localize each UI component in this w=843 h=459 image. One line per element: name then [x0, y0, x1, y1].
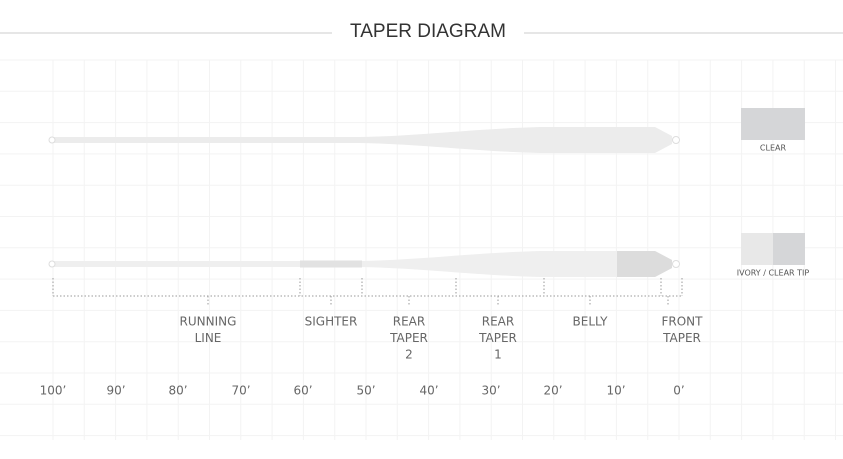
scale-label: 40’	[419, 384, 438, 398]
swatch-label: CLEAR	[760, 144, 787, 153]
section-label: TAPER	[662, 331, 701, 345]
scale-label: 50’	[356, 384, 375, 398]
scale-label: 60’	[293, 384, 312, 398]
section-label: REAR	[393, 315, 425, 329]
scale-label: 10’	[606, 384, 625, 398]
clear-swatch	[741, 108, 805, 140]
section-bracket	[52, 278, 683, 306]
scale-label: 0’	[673, 384, 684, 398]
section-label: 2	[405, 348, 413, 362]
section-label: FRONT	[662, 315, 704, 329]
grid	[0, 59, 843, 440]
section-label: 1	[494, 348, 502, 362]
section-label: BELLY	[573, 315, 609, 329]
swatch-label: IVORY / CLEAR TIP	[737, 269, 810, 278]
ivory-swatch	[741, 233, 773, 265]
section-label: RUNNING	[180, 315, 237, 329]
section-label: SIGHTER	[305, 315, 358, 329]
section-label: REAR	[482, 315, 514, 329]
clear-line	[48, 127, 680, 153]
section-label: TAPER	[389, 331, 428, 345]
scale-label: 100’	[40, 384, 67, 398]
scale-label: 30’	[481, 384, 500, 398]
scale-label: 90’	[106, 384, 125, 398]
scale-label: 70’	[231, 384, 250, 398]
section-label: LINE	[195, 331, 222, 345]
scale-label: 80’	[168, 384, 187, 398]
section-label: TAPER	[478, 331, 517, 345]
scale-label: 20’	[543, 384, 562, 398]
title: TAPER DIAGRAM	[350, 21, 506, 42]
ivory-line	[48, 251, 680, 277]
clear-tip-swatch	[773, 233, 805, 265]
